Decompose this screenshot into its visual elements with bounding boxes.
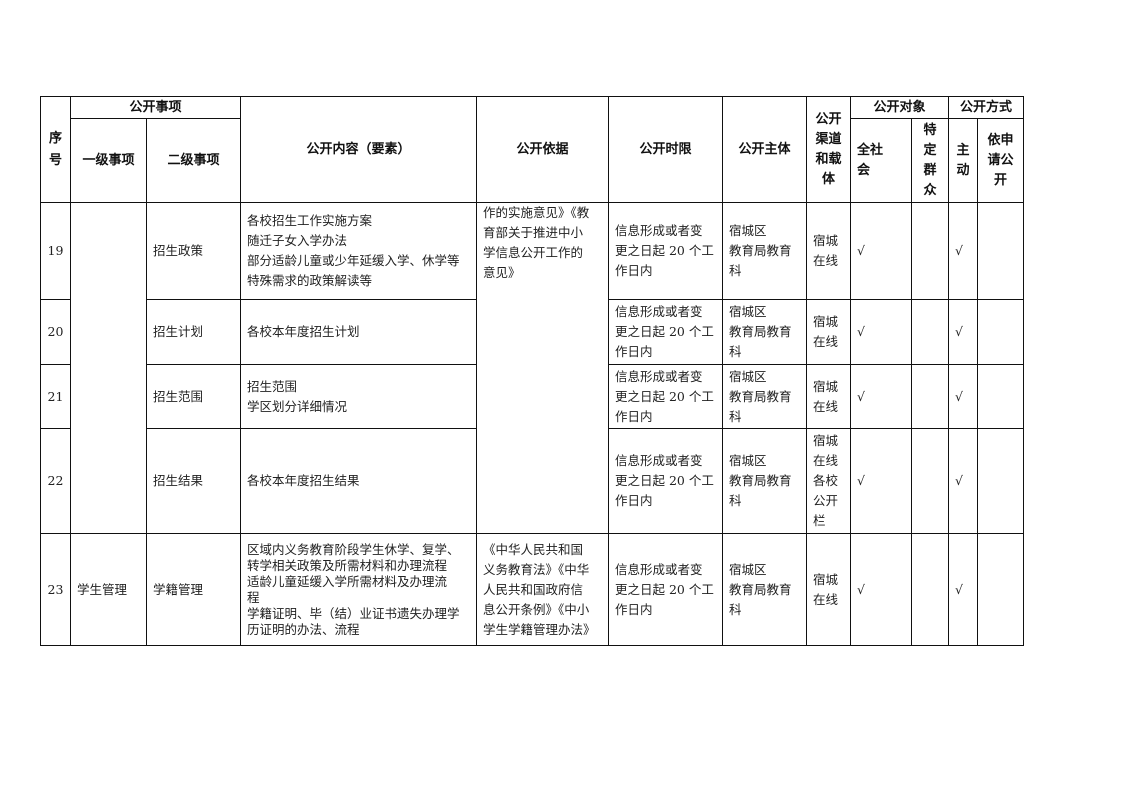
header-mode-request: 依申 请公 开	[977, 118, 1024, 203]
cell-mode-active: √	[948, 364, 978, 429]
header-time-limit: 公开时限	[608, 96, 723, 203]
cell-time-limit: 信息形成或者变 更之日起 20 个工 作日内	[608, 299, 723, 365]
cell-seq: 21	[40, 364, 71, 429]
cell-audience-all: √	[850, 428, 912, 534]
cell-level2: 学籍管理	[146, 533, 241, 646]
header-seq: 序 号	[40, 96, 71, 203]
cell-mode-request	[977, 364, 1024, 429]
cell-seq: 20	[40, 299, 71, 365]
cell-audience-all: √	[850, 299, 912, 365]
cell-channel: 宿城 在线	[806, 533, 851, 646]
cell-channel: 宿城 在线 各校 公开 栏	[806, 428, 851, 534]
cell-audience-specific	[911, 364, 949, 429]
table-row: 19 招生政策 各校招生工作实施方案 随迁子女入学办法 部分适龄儿童或少年延缓入…	[40, 202, 1024, 534]
cell-channel: 宿城 在线	[806, 364, 851, 429]
header-audience-all: 全社 会	[850, 118, 912, 203]
header-mode: 公开方式	[948, 96, 1024, 119]
cell-level2: 招生计划	[146, 299, 241, 365]
cell-level1: 学生管理	[70, 533, 147, 646]
cell-channel: 宿城 在线	[806, 299, 851, 365]
cell-time-limit: 信息形成或者变 更之日起 20 个工 作日内	[608, 533, 723, 646]
disclosure-table: 序 号 公开事项 公开内容（要素） 公开依据 公开时限 公开主体 公开 渠道 和…	[40, 96, 1024, 646]
cell-content: 各校招生工作实施方案 随迁子女入学办法 部分适龄儿童或少年延缓入学、休学等 特殊…	[240, 202, 477, 300]
header-content: 公开内容（要素）	[240, 96, 477, 203]
cell-audience-all: √	[850, 202, 912, 300]
cell-level1	[70, 202, 147, 534]
header-audience: 公开对象	[850, 96, 949, 119]
table-row: 20 招生计划 各校本年度招生计划 信息形成或者变 更之日起 20 个工 作日内…	[40, 299, 1024, 365]
cell-mode-request	[977, 533, 1024, 646]
cell-content: 招生范围 学区划分详细情况	[240, 364, 477, 429]
cell-seq: 23	[40, 533, 71, 646]
cell-content: 各校本年度招生结果	[240, 428, 477, 534]
cell-mode-active: √	[948, 533, 978, 646]
header-channel: 公开 渠道 和载 体	[806, 96, 851, 203]
header-subject: 公开主体	[722, 96, 807, 203]
cell-audience-specific	[911, 299, 949, 365]
header-audience-specific: 特 定 群 众	[911, 118, 949, 203]
cell-audience-specific	[911, 202, 949, 300]
header-level1: 一级事项	[70, 118, 147, 203]
cell-mode-request	[977, 428, 1024, 534]
cell-mode-active: √	[948, 202, 978, 300]
cell-subject: 宿城区 教育局教育 科	[722, 202, 807, 300]
cell-seq: 19	[40, 202, 71, 300]
cell-channel: 宿城 在线	[806, 202, 851, 300]
cell-mode-active: √	[948, 428, 978, 534]
header-mode-active: 主 动	[948, 118, 978, 203]
cell-seq: 22	[40, 428, 71, 534]
cell-level2: 招生政策	[146, 202, 241, 300]
table-row: 22 招生结果 各校本年度招生结果 信息形成或者变 更之日起 20 个工 作日内…	[40, 428, 1024, 534]
header-basis: 公开依据	[476, 96, 609, 203]
cell-subject: 宿城区 教育局教育 科	[722, 428, 807, 534]
cell-subject: 宿城区 教育局教育 科	[722, 299, 807, 365]
cell-audience-specific	[911, 533, 949, 646]
cell-level2: 招生范围	[146, 364, 241, 429]
cell-audience-all: √	[850, 533, 912, 646]
cell-basis: 作的实施意见》《教 育部关于推进中小 学信息公开工作的 意见》	[476, 202, 609, 534]
cell-time-limit: 信息形成或者变 更之日起 20 个工 作日内	[608, 364, 723, 429]
cell-mode-request	[977, 299, 1024, 365]
cell-audience-all: √	[850, 364, 912, 429]
cell-time-limit: 信息形成或者变 更之日起 20 个工 作日内	[608, 428, 723, 534]
cell-time-limit: 信息形成或者变 更之日起 20 个工 作日内	[608, 202, 723, 300]
header-level2: 二级事项	[146, 118, 241, 203]
table-row: 21 招生范围 招生范围 学区划分详细情况 信息形成或者变 更之日起 20 个工…	[40, 364, 1024, 429]
table-row: 23 学生管理 学籍管理 区域内义务教育阶段学生休学、复学、 转学相关政策及所需…	[40, 533, 1024, 646]
cell-basis: 《中华人民共和国 义务教育法》《中华 人民共和国政府信 息公开条例》《中小 学生…	[476, 533, 609, 646]
cell-subject: 宿城区 教育局教育 科	[722, 364, 807, 429]
cell-audience-specific	[911, 428, 949, 534]
cell-level2: 招生结果	[146, 428, 241, 534]
cell-mode-request	[977, 202, 1024, 300]
cell-mode-active: √	[948, 299, 978, 365]
cell-content: 各校本年度招生计划	[240, 299, 477, 365]
cell-content: 区域内义务教育阶段学生休学、复学、 转学相关政策及所需材料和办理流程 适龄儿童延…	[240, 533, 477, 646]
cell-subject: 宿城区 教育局教育 科	[722, 533, 807, 646]
header-item-group: 公开事项	[70, 96, 241, 119]
